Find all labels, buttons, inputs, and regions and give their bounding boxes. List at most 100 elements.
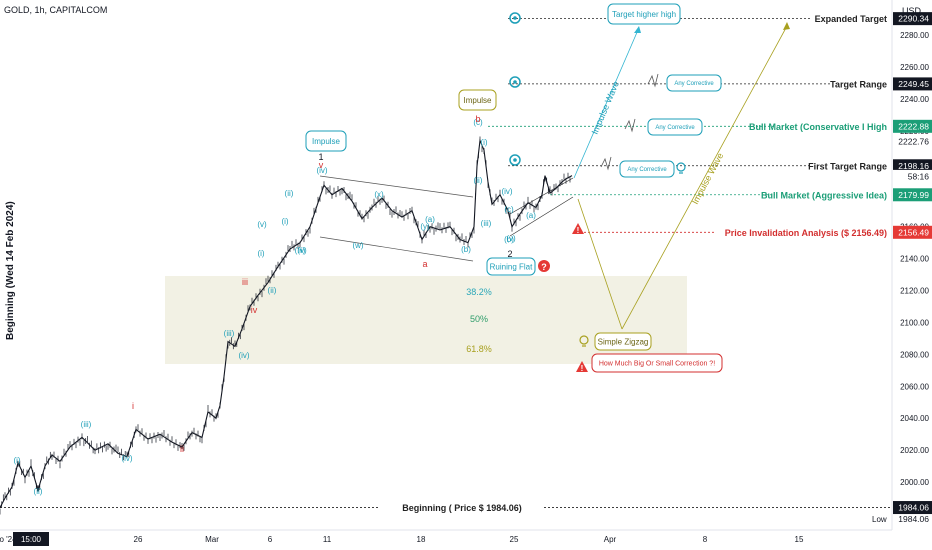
price-tag-bg <box>893 12 932 26</box>
callouts: Impulse Impulse Ruining Flat Target higher … <box>305 3 725 373</box>
corrective-squiggle <box>647 73 659 88</box>
price-tag: 2222.76 <box>898 136 929 146</box>
price-tick: 2020.00 <box>900 446 929 455</box>
level-label: Beginning ( Price $ 1984.06) <box>402 503 522 513</box>
level-label: Bull Market (Aggressive Idea) <box>761 190 887 200</box>
wave-label-cyan: (b) <box>461 245 471 254</box>
low-value: 1984.06 <box>898 514 929 524</box>
price-tag: 2290.34 <box>898 14 929 24</box>
price-tick: 2040.00 <box>900 414 929 423</box>
price-tag-bg <box>893 119 932 133</box>
wave-label-cyan: (i) <box>480 138 487 147</box>
time-tick: Apr <box>604 535 617 544</box>
time-axis-bg <box>0 530 932 550</box>
fib-label: 61.8% <box>466 344 492 354</box>
low-label: Low <box>872 515 887 524</box>
wave-label-cyan: (iii) <box>81 420 92 429</box>
wave-label-cyan: (x) <box>374 190 384 199</box>
warning-icon-mark: ! <box>581 364 584 373</box>
wave-label-cyan: (i) <box>13 456 20 465</box>
wave-label-cyan: (a) <box>425 215 435 224</box>
wave-label-red: a <box>422 259 427 269</box>
wave-label-cyan: (y) <box>420 222 430 231</box>
wave-label-cyan: (b) <box>504 235 514 244</box>
arrow-head <box>783 22 790 30</box>
warning-icon-mark: ! <box>577 226 580 235</box>
time-tick: Mar <box>205 535 219 544</box>
level-labels: Expanded Target Target Range Bull Market (… <box>383 14 887 514</box>
price-tick: 2140.00 <box>900 255 929 264</box>
wave-label-cyan: (iv) <box>501 187 512 196</box>
wave-label-red: iv <box>251 305 258 315</box>
price-tag-bg <box>893 188 932 202</box>
flat-channel-lower <box>319 236 474 262</box>
wave-label-cyan: (c) <box>473 118 483 127</box>
callout-impulse-1: Impulse <box>312 137 341 146</box>
time-tick: 26 <box>134 535 143 544</box>
wave-label-cyan: (v) <box>506 234 516 243</box>
price-tag-bg <box>893 77 932 91</box>
price-tick: 2260.00 <box>900 63 929 72</box>
wave-label-cyan: (v) <box>257 220 267 229</box>
callout-any-corrective-3-box <box>619 160 675 178</box>
corrective-squiggle <box>600 156 612 171</box>
wave-label-cyan: (iv) <box>121 454 132 463</box>
wave-label-cyan: (ii) <box>285 189 294 198</box>
callout-simple-zigzag: Simple Zigzag <box>598 337 649 346</box>
warning-icon <box>572 223 584 234</box>
time-axis[interactable]: o '24 15:00 26 Mar 6 11 18 25 Apr 8 15 <box>0 529 932 550</box>
callout-simple-zigzag-box <box>594 332 652 351</box>
wave-label-cyan: (iii) <box>481 219 492 228</box>
time-tick: 11 <box>323 535 332 544</box>
price-tick: 2000.00 <box>900 478 929 487</box>
eye-icon <box>509 154 521 166</box>
price-tag-bg <box>893 134 932 148</box>
wave-label-red: iii <box>242 277 248 287</box>
wave-label-cyan: (a) <box>526 211 536 220</box>
callout-any-corrective-2-box <box>647 118 703 136</box>
time-tick: 18 <box>417 535 426 544</box>
wave-label-cyan: (i) <box>281 217 288 226</box>
corrective-squiggle <box>624 118 636 133</box>
price-tag: 2249.45 <box>898 79 929 89</box>
time-tick: 6 <box>268 535 273 544</box>
price-tag: 2222.88 <box>898 121 929 131</box>
impulse-wave-cyan <box>573 29 639 179</box>
price-tick: 2280.00 <box>900 31 929 40</box>
wave-label-cyan: (ii) <box>474 176 483 185</box>
price-tag: 2198.16 <box>898 161 929 171</box>
wave-label-cyan: (w) <box>352 241 363 250</box>
price-tick: 2100.00 <box>900 318 929 327</box>
wave-label-cyan: (c) <box>504 205 514 214</box>
callout-any-corrective-3: Any Corrective <box>627 167 667 173</box>
wave-label-red: ii <box>180 444 184 454</box>
price-tick: 2120.00 <box>900 287 929 296</box>
eye-icon-pupil <box>513 158 517 162</box>
level-label: Expanded Target <box>815 14 887 24</box>
price-tick: 2080.00 <box>900 350 929 359</box>
wave-label-cyan: (iv) <box>238 351 249 360</box>
callout-ruining-flat-box <box>486 257 536 276</box>
question-icon-mark: ? <box>541 262 547 272</box>
lightbulb-icon <box>676 162 686 172</box>
callout-how-much-box <box>591 353 723 373</box>
wave-label-red: b <box>475 114 480 124</box>
level-label: First Target Range <box>808 161 887 171</box>
callout-impulse-b: Impulse <box>463 96 492 105</box>
wave-label-cyan: (iii) <box>295 246 306 255</box>
triangle-lower <box>509 196 574 237</box>
eye-icon-pupil <box>513 80 517 84</box>
price-tick: 2060.00 <box>900 382 929 391</box>
callout-impulse-1-box <box>305 130 347 152</box>
callout-any-corrective-2: Any Corrective <box>655 125 695 131</box>
price-tag: 2179.99 <box>898 190 929 200</box>
wave-label-cyan: (i) <box>257 249 264 258</box>
level-label: Target Range <box>830 79 887 89</box>
wave-label-cyan: (iv) <box>316 166 327 175</box>
question-icon <box>538 260 550 272</box>
y-axis-title: Beginning (Wed 14 Feb 2024) <box>5 201 16 340</box>
price-axis[interactable]: 2280.002260.002240.002220.002200.002180.… <box>872 0 932 530</box>
eye-icon <box>509 76 521 88</box>
